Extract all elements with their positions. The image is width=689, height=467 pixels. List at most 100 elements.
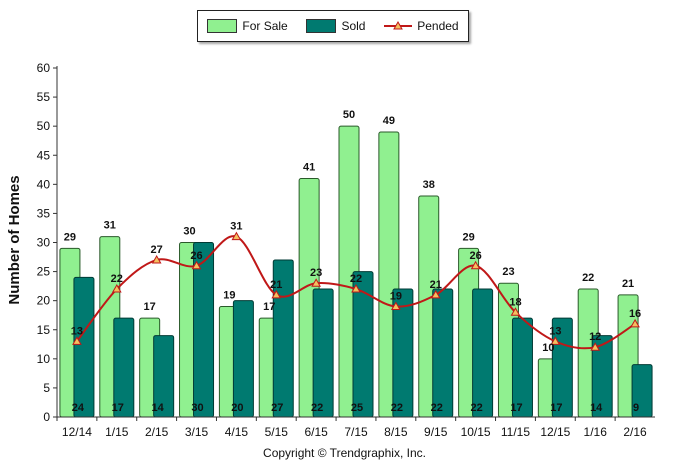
sold-value-label: 24 [72,402,85,414]
sold-value-label: 25 [351,402,363,414]
pended-value-label: 22 [350,273,362,285]
y-tick-label: 25 [37,265,51,279]
sold-bar [472,288,494,418]
y-axis-label: Number of Homes [6,175,23,304]
pended-marker [510,307,521,316]
x-tick-label: 8/15 [384,425,408,439]
x-tick-label: 1/16 [584,425,608,439]
x-tick-label: 4/15 [225,425,249,439]
legend-label-pended: Pended [417,19,459,33]
for-sale-value-label: 17 [263,301,275,313]
pended-marker [630,318,640,328]
pended-value-label: 26 [190,250,202,262]
pended-value-label: 13 [549,325,561,337]
x-tick-label: 3/15 [185,425,209,439]
x-tick-label: 11/15 [501,425,530,439]
x-tick-label: 10/15 [461,425,491,439]
pended-marker [430,289,441,299]
sold-value-label: 17 [550,402,562,414]
x-tick-label: 2/16 [623,425,647,439]
legend-label-sold: Sold [341,19,366,33]
pended-value-label: 31 [230,221,242,233]
pended-marker [590,342,601,351]
y-tick-label: 10 [37,352,51,366]
pended-marker [72,336,82,345]
sold-value-label: 30 [191,402,203,414]
for-sale-value-label: 10 [542,342,554,354]
pended-marker [470,260,481,270]
axes: 0 5 10 15 20 25 30 35 40 45 50 55 60 12/14 1/15 2/15 3/1… [37,61,655,439]
for-sale-value-label: 38 [423,179,435,191]
x-tick-label: 6/15 [304,425,328,439]
sold-bar [352,271,374,418]
y-tick-label: 5 [43,381,50,395]
pended-value-label: 21 [430,279,442,291]
sold-bar [432,288,454,418]
for-sale-value-label: 21 [622,278,634,290]
x-tick-label: 1/15 [105,425,129,439]
for-sale-value-label: 41 [303,162,315,174]
pended-marker [111,284,122,293]
pended-marker [191,260,202,270]
for-sale-value-label: 19 [223,289,235,301]
sold-value-label: 22 [431,402,443,414]
y-tick-label: 45 [37,148,51,162]
pended-line [72,231,640,351]
pended-value-label: 27 [151,244,163,256]
x-tick-label: 7/15 [344,425,368,439]
legend-label-for-sale: For Sale [242,19,288,33]
pended-marker [391,301,401,310]
pended-value-label: 12 [589,331,601,343]
pended-value-label: 23 [310,267,322,279]
pended-value-label: 22 [111,273,123,285]
pended-swatch [384,20,413,30]
pended-marker [351,284,361,293]
x-tick-label: 12/14 [62,425,92,439]
x-tick-label: 12/15 [540,425,570,439]
for-sale-value-label: 29 [64,231,76,243]
sold-value-label: 22 [311,402,323,414]
bars [59,125,653,418]
sold-value-label: 17 [112,402,124,414]
pended-value-label: 21 [270,279,282,291]
y-tick-label: 35 [37,206,51,220]
x-tick-label: 9/15 [424,425,448,439]
for-sale-value-label: 22 [582,272,594,284]
legend-item-pended: Pended [384,19,459,33]
sold-value-label: 17 [510,402,522,414]
sold-bar [312,288,334,418]
legend-item-for-sale: For Sale [207,19,288,33]
pended-marker [311,278,321,287]
sold-swatch [306,19,337,33]
pended-value-label: 16 [629,308,641,320]
pended-marker [271,289,282,299]
data-labels: 29 24 31 17 17 14 30 30 19 20 17 27 41 22 50 25 49 22 38 22… [64,109,641,414]
pended-marker [550,336,561,345]
sold-value-label: 14 [152,402,165,414]
for-sale-value-label: 29 [462,231,474,243]
for-sale-value-label: 23 [502,266,514,278]
sold-value-label: 27 [271,402,283,414]
pended-marker [231,231,242,241]
pended-value-label: 19 [390,290,402,302]
for-sale-value-label: 50 [343,109,355,121]
pended-value-label: 13 [71,325,83,337]
y-tick-label: 15 [37,323,51,337]
legend-item-sold: Sold [306,19,365,33]
sold-value-label: 9 [633,402,639,414]
y-tick-label: 40 [37,177,51,191]
y-tick-label: 0 [43,410,50,424]
legend: For Sale Sold Pended [197,10,469,42]
sold-value-label: 14 [590,402,603,414]
for-sale-value-label: 31 [104,220,116,232]
for-sale-value-label: 49 [383,115,395,127]
sold-value-label: 20 [231,402,243,414]
y-tick-label: 50 [37,119,51,133]
for-sale-swatch [207,19,238,33]
pended-value-label: 18 [509,296,521,308]
for-sale-value-label: 30 [183,226,195,238]
sold-bar [232,300,254,418]
sold-value-label: 22 [391,402,403,414]
pended-value-label: 26 [469,250,481,262]
